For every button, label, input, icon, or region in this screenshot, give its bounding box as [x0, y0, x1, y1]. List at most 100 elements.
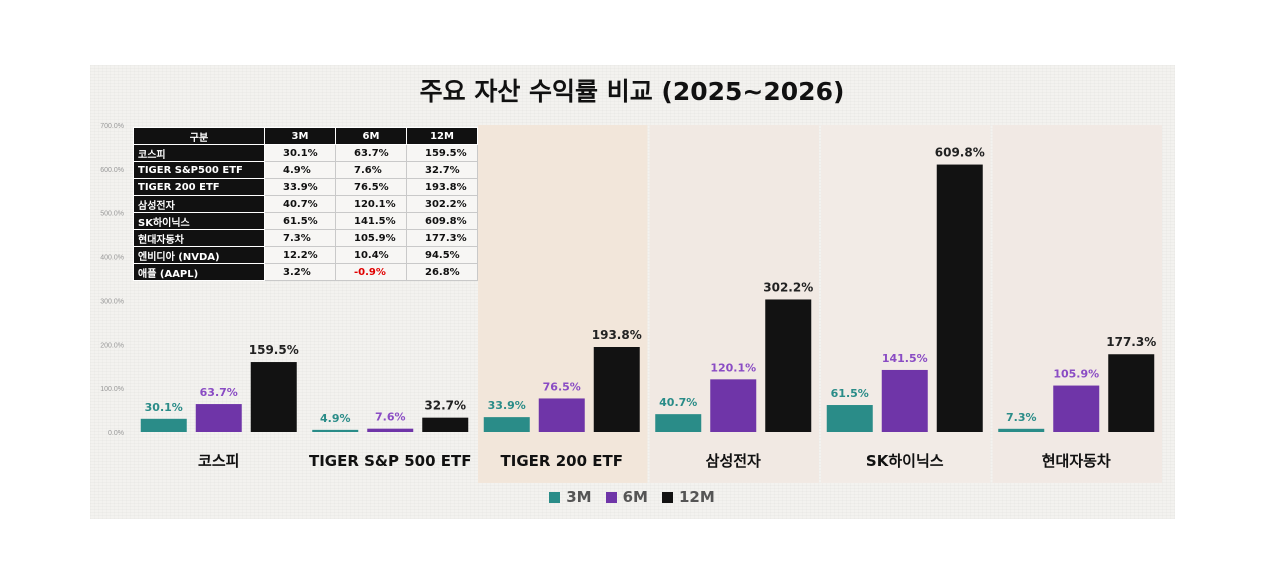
- data-label: 177.3%: [1106, 335, 1156, 349]
- table-cell: 40.7%: [264, 195, 336, 213]
- bar-6m: [195, 404, 242, 432]
- data-label: 7.3%: [1006, 411, 1037, 424]
- category-label: 현대자동차: [1042, 452, 1111, 470]
- category-label: 삼성전자: [706, 452, 761, 470]
- legend-swatch: [549, 491, 561, 503]
- bar-12m: [422, 417, 469, 432]
- bar-12m: [936, 164, 983, 432]
- data-label: 40.7%: [659, 396, 697, 409]
- table-cell: 7.3%: [264, 229, 336, 247]
- table-cell: 33.9%: [264, 178, 336, 196]
- y-tick-label: 200.0%: [100, 342, 124, 349]
- table-cell: 141.5%: [335, 212, 407, 230]
- bar-3m: [140, 418, 187, 432]
- data-label: 609.8%: [935, 146, 985, 160]
- category-label: TIGER 200 ETF: [501, 452, 623, 470]
- legend-swatch: [605, 491, 617, 503]
- data-label: 302.2%: [763, 280, 813, 294]
- table-row-label: TIGER 200 ETF: [133, 178, 265, 196]
- legend-swatch: [661, 491, 673, 503]
- bar-6m: [367, 428, 414, 432]
- table-row: TIGER S&P500 ETF 4.9% 7.6% 32.7%: [133, 161, 478, 179]
- table-header: 구분: [133, 127, 265, 145]
- table-header-row: 구분 3M 6M 12M: [133, 127, 478, 145]
- table-cell: 10.4%: [335, 246, 407, 264]
- legend-label: 12M: [678, 488, 715, 506]
- table-row: 엔비디아 (NVDA) 12.2% 10.4% 94.5%: [133, 246, 478, 264]
- table-row: 애플 (AAPL) 3.2% -0.9% 26.8%: [133, 263, 478, 281]
- table-row-label: SK하이닉스: [133, 212, 265, 230]
- bar-6m: [538, 398, 585, 432]
- table-cell: 61.5%: [264, 212, 336, 230]
- data-label: 33.9%: [488, 399, 526, 412]
- bar-6m: [881, 369, 928, 432]
- bar-12m: [250, 362, 297, 432]
- table-cell: 30.1%: [264, 144, 336, 162]
- table-row-label: 애플 (AAPL): [133, 263, 265, 281]
- table-header: 6M: [335, 127, 407, 145]
- table-cell: 4.9%: [264, 161, 336, 179]
- chart-legend: 3M 6M 12M: [0, 488, 1264, 506]
- legend-item-12m: 12M: [661, 488, 715, 506]
- data-label: 63.7%: [200, 386, 238, 399]
- bar-12m: [593, 347, 640, 432]
- table-row-label: 엔비디아 (NVDA): [133, 246, 265, 264]
- data-label: 32.7%: [424, 399, 466, 413]
- table-cell: 302.2%: [406, 195, 478, 213]
- table-row: 현대자동차 7.3% 105.9% 177.3%: [133, 229, 478, 247]
- category-label: SK하이닉스: [866, 452, 944, 470]
- y-tick-label: 300.0%: [100, 298, 124, 305]
- table-row-label: TIGER S&P500 ETF: [133, 161, 265, 179]
- y-tick-label: 0.0%: [108, 430, 124, 437]
- table-cell: 63.7%: [335, 144, 407, 162]
- chart-title: 주요 자산 수익률 비교 (2025~2026): [419, 77, 845, 106]
- bar-6m: [710, 379, 757, 432]
- table-cell: 177.3%: [406, 229, 478, 247]
- table-cell: 159.5%: [406, 144, 478, 162]
- data-label: 76.5%: [543, 380, 581, 393]
- bar-3m: [998, 428, 1045, 432]
- y-tick-label: 600.0%: [100, 167, 124, 174]
- table-row-label: 삼성전자: [133, 195, 265, 213]
- legend-label: 3M: [566, 488, 592, 506]
- data-label: 61.5%: [831, 387, 869, 400]
- table-row-label: 현대자동차: [133, 229, 265, 247]
- table-row: TIGER 200 ETF 33.9% 76.5% 193.8%: [133, 178, 478, 196]
- data-label: 4.9%: [320, 412, 351, 425]
- table-cell: 120.1%: [335, 195, 407, 213]
- bar-3m: [312, 429, 359, 432]
- data-label: 141.5%: [882, 352, 928, 365]
- table-cell: 7.6%: [335, 161, 407, 179]
- data-label: 105.9%: [1053, 368, 1099, 381]
- y-tick-label: 500.0%: [100, 211, 124, 218]
- data-label: 159.5%: [249, 343, 299, 357]
- table-row: SK하이닉스 61.5% 141.5% 609.8%: [133, 212, 478, 230]
- table-row: 삼성전자 40.7% 120.1% 302.2%: [133, 195, 478, 213]
- data-label: 30.1%: [145, 401, 183, 414]
- table-cell: 12.2%: [264, 246, 336, 264]
- bar-12m: [765, 299, 812, 432]
- data-label: 120.1%: [710, 361, 756, 374]
- table-cell: 76.5%: [335, 178, 407, 196]
- legend-label: 6M: [622, 488, 648, 506]
- legend-item-6m: 6M: [605, 488, 648, 506]
- table-row-label: 코스피: [133, 144, 265, 162]
- table-cell: 193.8%: [406, 178, 478, 196]
- category-label: 코스피: [198, 452, 239, 470]
- y-tick-label: 700.0%: [100, 123, 124, 130]
- table-cell: 32.7%: [406, 161, 478, 179]
- table-cell: 609.8%: [406, 212, 478, 230]
- table-cell: 3.2%: [264, 263, 336, 281]
- bar-3m: [483, 417, 530, 432]
- bar-3m: [655, 414, 702, 432]
- returns-table: 구분 3M 6M 12M 코스피 30.1% 63.7% 159.5% TIGER S&…: [133, 127, 478, 281]
- legend-item-3m: 3M: [549, 488, 592, 506]
- y-tick-label: 400.0%: [100, 255, 124, 262]
- bar-3m: [826, 405, 873, 432]
- data-label: 193.8%: [592, 328, 642, 342]
- table-row: 코스피 30.1% 63.7% 159.5%: [133, 144, 478, 162]
- table-header: 3M: [264, 127, 336, 145]
- table-header: 12M: [406, 127, 478, 145]
- bar-6m: [1053, 385, 1100, 432]
- table-cell: 94.5%: [406, 246, 478, 264]
